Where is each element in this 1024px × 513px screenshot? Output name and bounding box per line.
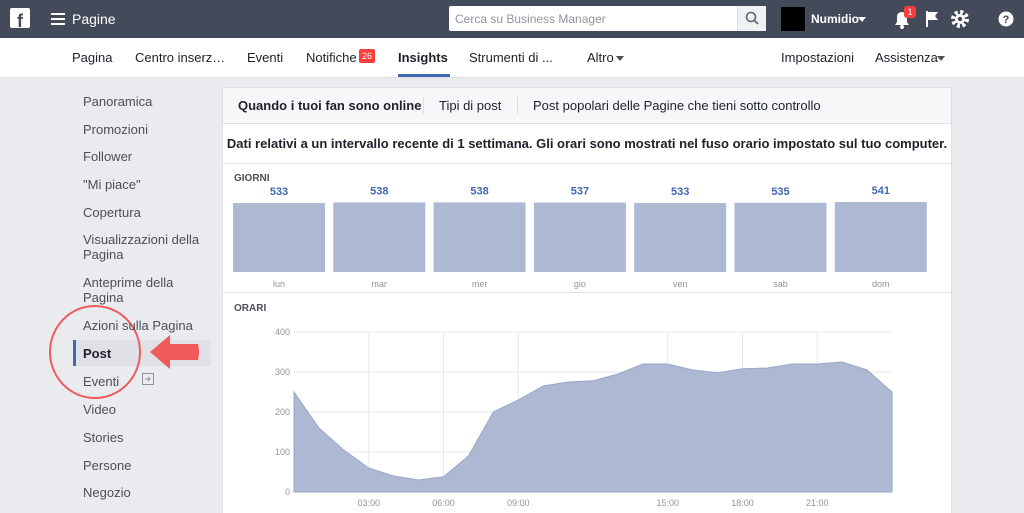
bar	[634, 203, 727, 272]
x-tick-label: mar	[372, 279, 388, 289]
svg-text:?: ?	[1003, 14, 1010, 26]
active-item-bar	[73, 340, 76, 366]
sidebar-item[interactable]: Negozio	[83, 485, 131, 500]
menu-icon[interactable]	[51, 13, 65, 25]
active-tab-underline	[398, 74, 450, 77]
notification-badge: 1	[904, 6, 916, 18]
nav-tab[interactable]: Pagina	[72, 50, 113, 65]
sidebar-item[interactable]: Post	[83, 346, 112, 361]
sidebar-item[interactable]: Azioni sulla Pagina	[83, 318, 193, 333]
nav-tab[interactable]: Eventi	[247, 50, 284, 65]
nav-tab[interactable]: Altro	[587, 50, 614, 65]
value-label: 533	[270, 186, 288, 198]
tab-separator	[423, 97, 424, 114]
bar	[333, 202, 426, 272]
y-tick-label: 0	[285, 487, 290, 497]
value-label: 541	[872, 185, 890, 197]
x-tick-label: 21:00	[806, 498, 829, 508]
help-icon[interactable]: ?	[998, 11, 1014, 27]
sidebar-item[interactable]: "Mi piace"	[83, 177, 141, 192]
account-caret	[858, 17, 866, 22]
divider	[223, 163, 951, 164]
content-tab[interactable]: Post popolari delle Pagine che tieni sot…	[533, 98, 821, 113]
bar	[533, 202, 626, 272]
x-tick-label: gio	[574, 279, 586, 289]
bar	[834, 202, 927, 272]
tab-separator	[517, 97, 518, 114]
days-chart: GIORNI533lun538mar538mer537gio533ven535s…	[233, 173, 927, 289]
notifiche-badge: 26	[359, 49, 376, 63]
sidebar-item[interactable]: Stories	[83, 430, 124, 445]
y-tick-label: 100	[275, 447, 290, 457]
sidebar-item[interactable]: Follower	[83, 149, 133, 164]
logo-glyph: f	[17, 11, 23, 31]
value-label: 538	[470, 185, 488, 197]
value-label: 538	[370, 185, 388, 197]
search-placeholder: Cerca su Business Manager	[455, 12, 606, 26]
top-title: Pagine	[72, 11, 116, 27]
hours-chart: ORARI 0 100 200 300 400 03:00 06:00 09:00 15:00 18…	[234, 303, 893, 508]
settings-icon[interactable]	[950, 9, 970, 29]
x-tick-label: mer	[472, 279, 488, 289]
nav-tab[interactable]: Strumenti di ...	[469, 50, 553, 65]
sidebar-item[interactable]: Persone	[83, 458, 132, 473]
search-box[interactable]: Cerca su Business Manager	[449, 6, 766, 31]
nav-tab[interactable]: Insights	[398, 50, 448, 65]
flag-icon[interactable]	[924, 10, 940, 28]
bar	[433, 202, 526, 272]
x-tick-label: 15:00	[656, 498, 679, 508]
area	[293, 361, 893, 493]
nav-tab[interactable]: Notifiche	[306, 50, 357, 65]
y-tick-label: 400	[275, 327, 290, 337]
x-tick-label: 03:00	[357, 498, 380, 508]
y-tick-label: 300	[275, 367, 290, 377]
altro-caret	[616, 56, 624, 61]
sidebar-item[interactable]: Anteprime della Pagina	[83, 275, 174, 305]
sidebar-item[interactable]: Panoramica	[83, 94, 153, 109]
nav-tab[interactable]: Centro inserz…	[135, 50, 226, 65]
description: Dati relativi a un intervallo recente di…	[226, 136, 948, 151]
assistenza-caret	[937, 56, 945, 61]
divider	[223, 292, 951, 293]
value-label: 533	[671, 186, 689, 198]
account-avatar[interactable]	[781, 7, 805, 31]
x-tick-label: dom	[872, 279, 890, 289]
content-tab[interactable]: Tipi di post	[439, 98, 502, 113]
bar	[233, 203, 325, 272]
sidebar-item[interactable]: Copertura	[83, 205, 141, 220]
x-tick-label: 06:00	[432, 498, 455, 508]
x-tick-label: 18:00	[731, 498, 754, 508]
x-tick-label: ven	[673, 279, 688, 289]
sidebar-item[interactable]: Video	[83, 402, 117, 417]
bar	[734, 202, 827, 272]
x-tick-label: sab	[773, 279, 788, 289]
content-tab[interactable]: Quando i tuoi fan sono online	[238, 98, 422, 113]
top-bar: f Pagine Cerca su Business Manager Numid…	[0, 0, 1024, 38]
nav-tab[interactable]: Assistenza	[875, 50, 938, 65]
x-tick-label: 09:00	[507, 498, 530, 508]
account-name[interactable]: Numidio	[811, 12, 859, 26]
content-tabs: Quando i tuoi fan sono online Tipi di pos…	[223, 88, 951, 124]
external-icon	[142, 373, 154, 385]
nav-tab[interactable]: Impostazioni	[781, 50, 854, 65]
y-tick-label: 200	[275, 407, 290, 417]
chart-title: GIORNI	[234, 173, 270, 184]
chart-title: ORARI	[234, 303, 266, 314]
nav-bar: 26 Pagina Centro inserz… Eventi Notifiche In…	[0, 38, 1024, 78]
search-button[interactable]	[737, 6, 766, 31]
sidebar-item[interactable]: Visualizzazioni della Pagina	[83, 232, 200, 262]
logo[interactable]: f	[10, 8, 30, 31]
value-label: 535	[771, 186, 789, 198]
sidebar-item[interactable]: Promozioni	[83, 122, 149, 137]
x-tick-label: lun	[273, 279, 285, 289]
sidebar-item[interactable]: Eventi	[83, 374, 120, 389]
value-label: 537	[571, 186, 589, 198]
